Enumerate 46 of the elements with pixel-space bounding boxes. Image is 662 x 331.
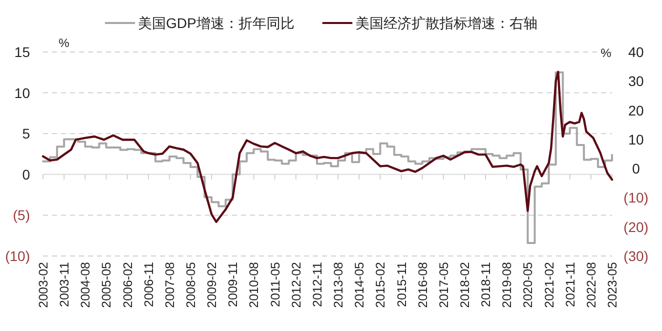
x-tick-label: 2016-08 — [416, 262, 430, 308]
y2-tick-label: 40 — [628, 44, 644, 60]
y-tick-label: 0 — [22, 166, 30, 182]
legend-label: 美国GDP增速：折年同比 — [138, 15, 294, 31]
x-tick-label: 2006-11 — [142, 262, 156, 307]
y2-tick-label: (10) — [624, 190, 648, 206]
y2-tick-label: 0 — [632, 160, 640, 177]
x-tick-label: 2005-05 — [100, 262, 114, 308]
x-tick-label: 2018-11 — [479, 262, 494, 307]
y2-tick-label: (30) — [624, 248, 648, 264]
y-tick-label: 5 — [22, 126, 30, 142]
x-tick-label: 2009-11 — [226, 262, 240, 307]
y2-tick-label: 10 — [628, 131, 644, 148]
x-tick-label: 2018-02 — [458, 262, 472, 308]
x-tick-label: 2006-02 — [120, 262, 135, 308]
y-tick-label: (10) — [5, 248, 30, 264]
x-tick-label: 2019-08 — [500, 262, 514, 308]
x-tick-label: 2022-08 — [584, 262, 598, 308]
x-tick-label: 2011-05 — [268, 262, 282, 307]
x-tick-label: 2017-05 — [436, 262, 451, 308]
y-tick-label: 10 — [14, 84, 30, 101]
y-tick-label: 15 — [14, 44, 30, 60]
x-tick-label: 2023-05 — [606, 262, 620, 308]
x-tick-label: 2021-11 — [563, 262, 578, 307]
x-tick-label: 2013-08 — [332, 262, 346, 308]
x-tick-label: 2004-08 — [78, 262, 93, 308]
x-tick-label: 2009-02 — [205, 262, 220, 308]
y2-tick-label: (20) — [624, 218, 648, 235]
y2-tick-label: 20 — [628, 102, 644, 118]
y-axis-title: % — [58, 36, 70, 50]
legend-label: 美国经济扩散指标增速：右轴 — [355, 15, 538, 31]
x-tick-label: 2020-05 — [521, 262, 536, 308]
x-tick-label: 2010-08 — [247, 262, 262, 308]
x-tick-label: 2015-02 — [374, 262, 388, 308]
x-tick-label: 2012-02 — [289, 262, 304, 308]
y2-axis-title: % — [600, 46, 612, 60]
x-tick-label: 2015-11 — [394, 262, 409, 307]
x-tick-label: 2003-02 — [36, 262, 50, 308]
y-tick-label: (5) — [12, 207, 30, 224]
y2-tick-label: 30 — [628, 73, 644, 90]
x-tick-label: 2012-11 — [310, 262, 324, 307]
x-tick-label: 2003-11 — [58, 262, 72, 307]
x-tick-label: 2007-08 — [162, 262, 177, 308]
x-tick-label: 2014-05 — [352, 262, 367, 308]
x-tick-label: 2008-05 — [184, 262, 198, 308]
x-tick-label: 2021-02 — [542, 262, 556, 308]
